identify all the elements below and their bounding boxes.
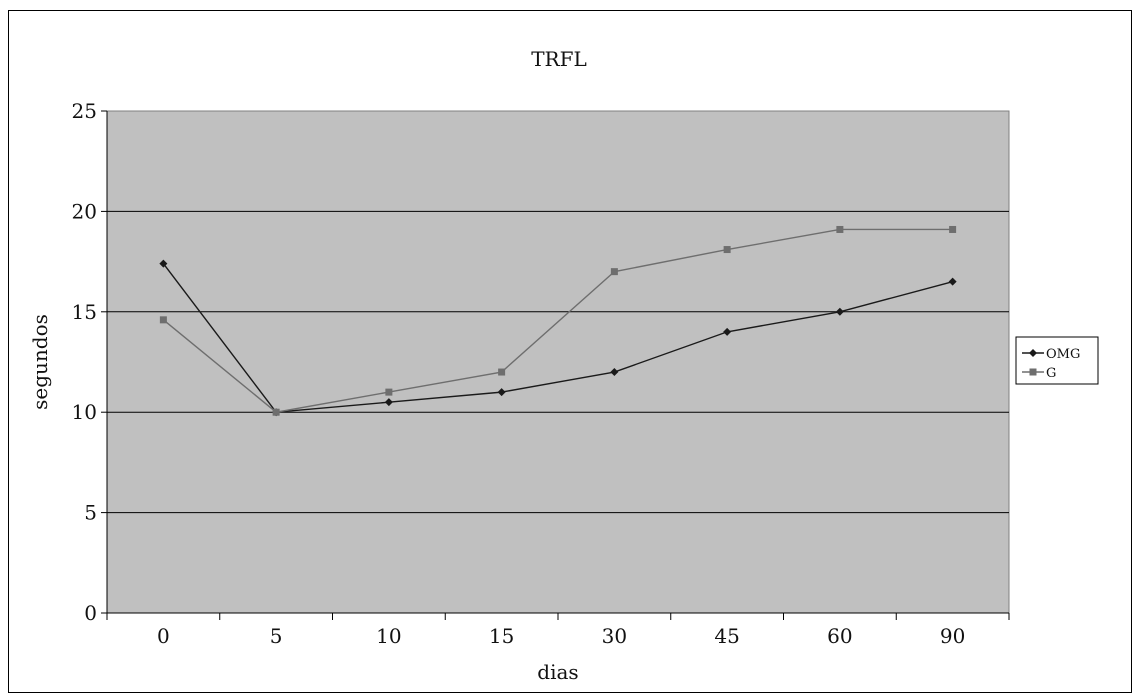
x-tick-label: 0 — [157, 624, 170, 648]
legend-marker-g — [1029, 368, 1037, 376]
gridlines — [107, 210, 1009, 514]
x-tick-label: 60 — [827, 624, 852, 648]
data-point-g — [159, 316, 167, 324]
y-axis-label: segundos — [28, 314, 52, 410]
data-point-g — [723, 246, 731, 254]
legend: OMG G — [1015, 336, 1099, 385]
y-tick-label: 25 — [72, 99, 97, 123]
y-tick-label: 10 — [72, 400, 97, 424]
legend-box — [1015, 336, 1099, 385]
data-point-omg — [610, 368, 619, 377]
data-point-omg — [948, 277, 957, 286]
data-point-omg — [497, 388, 506, 397]
chart-title: TRFL — [531, 47, 587, 71]
y-tick-label: 15 — [72, 300, 97, 324]
data-point-omg — [384, 398, 393, 407]
line-chart: TRFL 0 5 10 15 20 25 0 5 10 15 30 45 60 90 dias segun… — [28, 47, 1099, 684]
data-point-omg — [159, 259, 168, 268]
x-tick-label: 10 — [376, 624, 401, 648]
x-axis-label: dias — [537, 660, 578, 684]
data-point-g — [385, 388, 393, 396]
chart-frame: TRFL 0 5 10 15 20 25 0 5 10 15 30 45 60 90 dias segun… — [8, 10, 1132, 693]
series-line-g — [162, 228, 953, 413]
y-tick-label: 5 — [84, 501, 97, 525]
y-tick-label: 0 — [84, 601, 97, 625]
data-point-g — [949, 225, 957, 233]
x-tick-label: 45 — [714, 624, 739, 648]
x-tick-label: 30 — [602, 624, 627, 648]
legend-label-omg: OMG — [1046, 347, 1080, 362]
data-point-omg — [723, 327, 732, 336]
x-tick-label: 5 — [270, 624, 283, 648]
data-point-g — [836, 225, 844, 233]
legend-label-g: G — [1046, 366, 1056, 381]
series-line-omg — [162, 263, 953, 413]
x-tick-label: 90 — [940, 624, 965, 648]
data-point-g — [610, 268, 618, 276]
data-point-g — [498, 368, 506, 376]
data-point-omg — [835, 307, 844, 316]
axes: 0 5 10 15 20 25 0 5 10 15 30 45 60 90 — [72, 99, 1010, 648]
x-tick-label: 15 — [489, 624, 514, 648]
data-point-g — [272, 408, 280, 416]
plot-area — [106, 110, 1010, 614]
y-tick-label: 20 — [72, 199, 97, 223]
legend-marker-omg — [1029, 349, 1037, 357]
series-lines — [159, 225, 957, 417]
